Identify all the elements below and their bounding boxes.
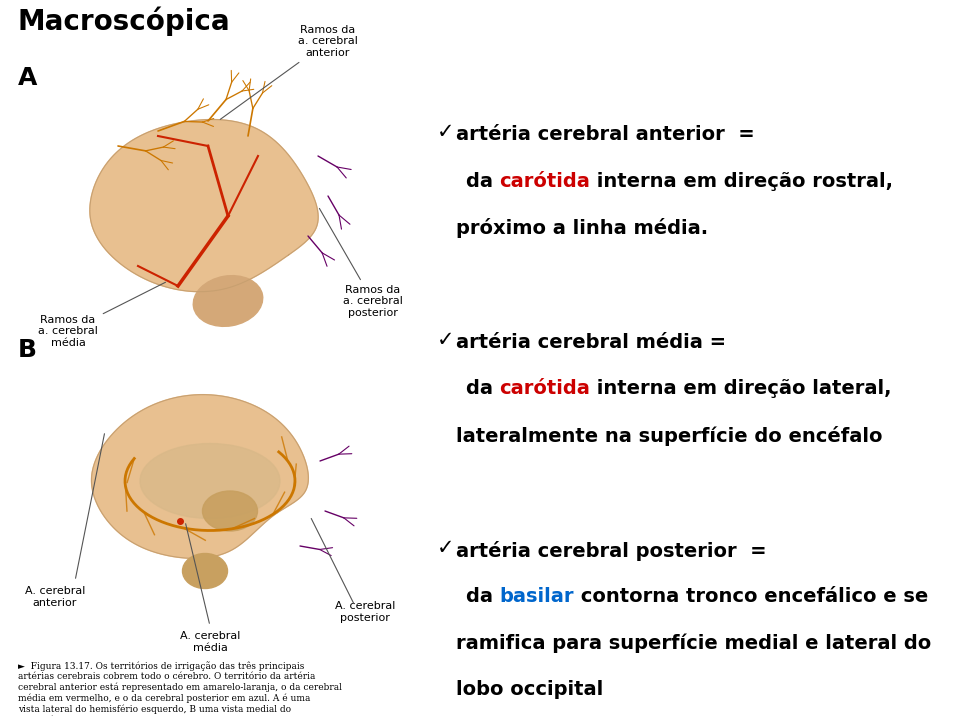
Text: artéria cerebral média =: artéria cerebral média = (456, 333, 726, 352)
Text: carótida: carótida (499, 172, 590, 191)
Text: Ramos da
a. cerebral
posterior: Ramos da a. cerebral posterior (320, 208, 403, 318)
Text: B: B (18, 338, 37, 362)
Ellipse shape (203, 491, 257, 531)
Text: ✓: ✓ (437, 538, 454, 558)
Text: ✓: ✓ (437, 122, 454, 142)
Text: basilar: basilar (499, 587, 574, 606)
Text: lobo occipital: lobo occipital (456, 680, 603, 700)
Polygon shape (91, 395, 308, 558)
Text: Ramos da
a. cerebral
anterior: Ramos da a. cerebral anterior (220, 25, 358, 120)
Text: da: da (466, 379, 499, 399)
Text: artéria cerebral posterior  =: artéria cerebral posterior = (456, 541, 767, 561)
Text: artéria cerebral anterior  =: artéria cerebral anterior = (456, 125, 755, 145)
Text: ramifica para superfície medial e lateral do: ramifica para superfície medial e latera… (456, 634, 931, 653)
Text: lateralmente na superfície do encéfalo: lateralmente na superfície do encéfalo (456, 426, 882, 446)
Text: A: A (18, 66, 37, 90)
Text: A. cerebral
posterior: A. cerebral posterior (335, 601, 396, 623)
Text: interna em direção rostral,: interna em direção rostral, (590, 172, 893, 191)
Polygon shape (90, 120, 318, 291)
Text: da: da (466, 587, 499, 606)
Ellipse shape (182, 553, 228, 589)
Ellipse shape (140, 443, 280, 518)
Text: A. cerebral
média: A. cerebral média (180, 632, 240, 653)
Text: ►  Figura 13.17. Os territórios de irrigação das três principais
artérias cerebr: ► Figura 13.17. Os territórios de irriga… (18, 661, 342, 716)
Text: da: da (466, 172, 499, 191)
Text: Ramos da
a. cerebral
média: Ramos da a. cerebral média (38, 282, 165, 348)
Text: carótida: carótida (499, 379, 590, 399)
Text: ✓: ✓ (437, 330, 454, 350)
Text: Macroscópica: Macroscópica (18, 6, 230, 36)
Text: interna em direção lateral,: interna em direção lateral, (590, 379, 892, 399)
Text: A. cerebral
anterior: A. cerebral anterior (25, 586, 85, 608)
Text: contorna tronco encefálico e se: contorna tronco encefálico e se (574, 587, 928, 606)
Text: próximo a linha média.: próximo a linha média. (456, 218, 708, 238)
Ellipse shape (193, 276, 263, 326)
